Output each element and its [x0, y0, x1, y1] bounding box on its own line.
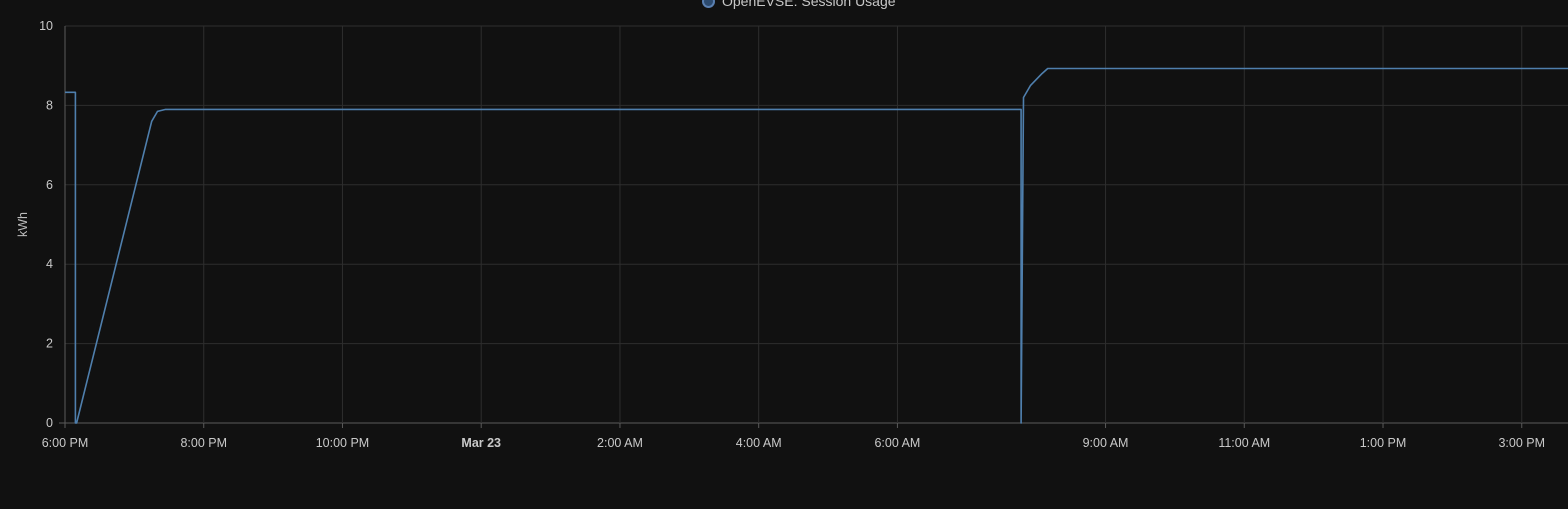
- y-tick-label: 8: [46, 98, 53, 112]
- y-tick-label: 6: [46, 178, 53, 192]
- x-tick-label: 6:00 AM: [874, 436, 920, 450]
- x-tick-label: 9:00 AM: [1083, 436, 1129, 450]
- y-tick-label: 10: [39, 19, 53, 33]
- grid: [64, 25, 1568, 424]
- series-line-session-usage[interactable]: [65, 67, 1568, 424]
- x-tick-label: 2:00 AM: [597, 436, 643, 450]
- legend-label: OpenEVSE: Session Usage: [722, 0, 896, 9]
- x-tick-label: 4:00 AM: [736, 436, 782, 450]
- y-tick-label: 0: [46, 416, 53, 430]
- y-tick-label: 4: [46, 257, 53, 271]
- legend-swatch-icon: [702, 0, 715, 8]
- x-tick-label: 10:00 PM: [316, 436, 370, 450]
- series-layer: [65, 67, 1568, 424]
- y-axis-title: kWh: [16, 212, 30, 237]
- x-tick-label: 3:00 PM: [1498, 436, 1545, 450]
- x-tick-label: 6:00 PM: [42, 436, 89, 450]
- legend[interactable]: OpenEVSE: Session Usage: [702, 0, 896, 9]
- x-tick-label: 8:00 PM: [180, 436, 227, 450]
- x-tick-label: 11:00 AM: [1218, 436, 1270, 450]
- axes: 0 2 4 6 8 10 6:00 PM 8:00 PM 10:00 PM Mar 23 2:00 …: [39, 19, 1545, 450]
- x-tick-label: 1:00 PM: [1360, 436, 1407, 450]
- x-tick-label: Mar 23: [461, 436, 501, 450]
- y-tick-label: 2: [46, 337, 53, 351]
